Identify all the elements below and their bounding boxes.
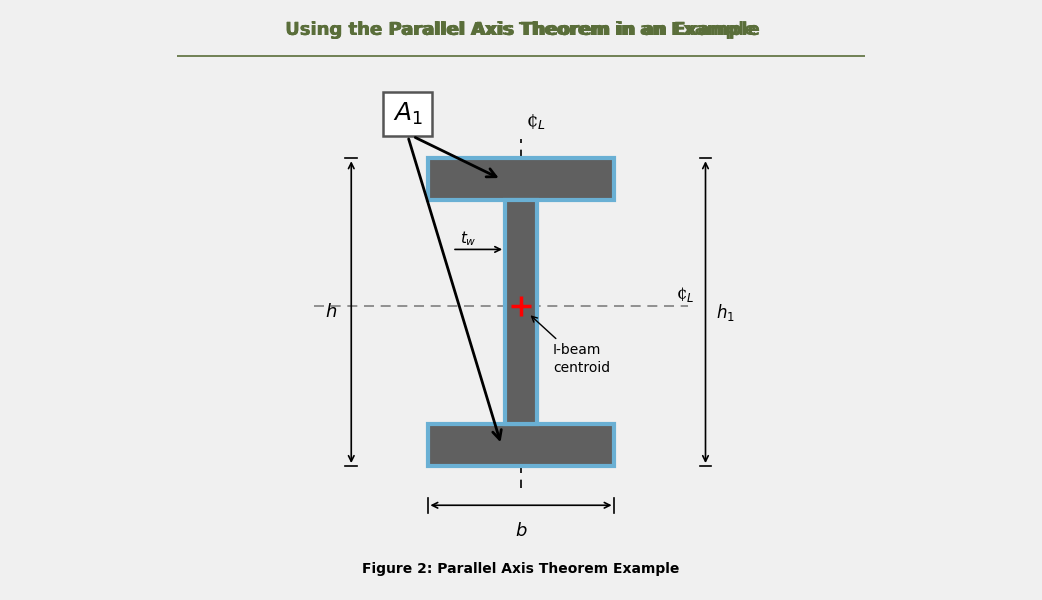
Text: $h_1$: $h_1$ [716, 302, 736, 323]
Text: Using the Parallel Axis Theorem in an Example: Using the Parallel Axis Theorem in an Ex… [286, 21, 756, 39]
Text: $b$: $b$ [515, 523, 527, 541]
Bar [427, 424, 615, 466]
Text: I-beam
centroid: I-beam centroid [553, 343, 611, 376]
Bar [427, 158, 615, 200]
Text: $t_w$: $t_w$ [460, 229, 476, 248]
Text: $A_1$: $A_1$ [393, 101, 423, 127]
Text: ¢$_L$: ¢$_L$ [676, 284, 695, 304]
Text: ¢$_L$: ¢$_L$ [526, 112, 546, 131]
Text: Using the Parallel Axis Theorem in an Example: Using the Parallel Axis Theorem in an Ex… [286, 21, 756, 39]
Bar [383, 92, 432, 136]
Bar [505, 200, 537, 424]
Text: $h$: $h$ [325, 303, 338, 321]
Text: Figure 2: Parallel Axis Theorem Example: Figure 2: Parallel Axis Theorem Example [363, 562, 679, 576]
